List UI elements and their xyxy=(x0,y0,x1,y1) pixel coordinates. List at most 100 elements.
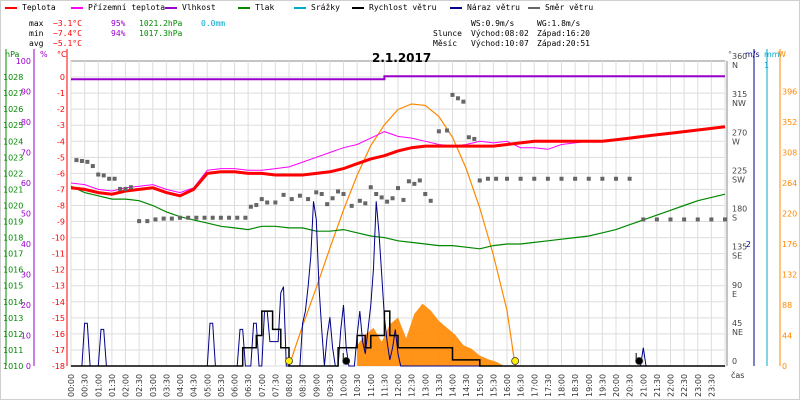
direction-tick-label: 45 xyxy=(732,319,742,328)
legend-swatch xyxy=(165,6,177,9)
stats-min-label: min xyxy=(29,29,44,38)
sun-label: Slunce xyxy=(433,29,462,38)
x-tick-label: 12:00 xyxy=(394,374,403,397)
solar-tick-label: 0 xyxy=(782,362,787,371)
x-tick-label: 18:30 xyxy=(571,374,580,397)
stats-min-row: min −7.4°C 94% 1017.3hPa xyxy=(29,29,289,39)
direction-point xyxy=(450,92,455,97)
pressure-unit: hPa xyxy=(5,50,20,59)
direction-point xyxy=(573,176,578,181)
stats-block: max −3.1°C 95% 1021.2hPa 0.0mm min −7.4°… xyxy=(29,19,289,49)
direction-point xyxy=(218,215,223,220)
direction-point xyxy=(145,219,150,224)
x-tick-label: 02:00 xyxy=(122,374,131,397)
direction-point xyxy=(614,176,618,181)
x-tick-label: 05:30 xyxy=(217,374,226,397)
pressure-tick-label: 1016 xyxy=(3,266,23,275)
temp-tick-label: -3 xyxy=(57,121,65,130)
legend-swatch xyxy=(5,6,17,9)
legend-label: Tlak xyxy=(255,3,275,12)
x-tick-label: 09:30 xyxy=(326,374,335,397)
temp-line xyxy=(70,125,726,198)
direction-point xyxy=(545,176,550,181)
temp-tick-label: -18 xyxy=(52,362,65,371)
direction-point xyxy=(325,202,330,207)
direction-point xyxy=(289,197,294,202)
x-tick-label: 15:00 xyxy=(476,374,485,397)
direction-point xyxy=(494,176,499,181)
moonrise-value: Východ:10:07 xyxy=(471,39,529,48)
direction-point xyxy=(627,176,632,181)
x-tick-label: 03:30 xyxy=(162,374,171,397)
legend-swatch xyxy=(528,6,540,9)
solar-tick-label: 264 xyxy=(782,179,797,188)
solar-tick-label: 88 xyxy=(782,301,792,310)
legend-label: Náraz větru xyxy=(467,3,520,12)
legend-item: Tlak xyxy=(238,3,274,12)
direction-point xyxy=(349,203,354,208)
x-tick-label: 17:00 xyxy=(530,374,539,397)
direction-point xyxy=(341,192,346,197)
humidity-line xyxy=(71,75,725,81)
x-tick-label: 10:30 xyxy=(353,374,362,397)
pressure-tick-label: 1010 xyxy=(3,362,23,371)
x-tick-label: 14:00 xyxy=(449,374,458,397)
x-tick-label: 08:30 xyxy=(299,374,308,397)
direction-point xyxy=(401,197,406,202)
legend-swatch xyxy=(238,6,250,9)
pressure-tick-label: 1022 xyxy=(3,169,23,178)
direction-point xyxy=(210,215,215,220)
direction-point xyxy=(90,164,95,169)
direction-point xyxy=(330,196,335,201)
temp-tick-label: -4 xyxy=(57,137,65,146)
solar-tick-label: 352 xyxy=(782,118,797,127)
wind-tick-label: 2 xyxy=(746,240,751,249)
direction-tick-label: 0 xyxy=(732,357,737,366)
temp-tick-label: -15 xyxy=(52,314,65,323)
temp-tick-label: -6 xyxy=(57,169,65,178)
direction-point xyxy=(79,158,84,163)
x-tick-label: 10:00 xyxy=(340,374,349,397)
x-tick-label: 18:00 xyxy=(558,374,567,397)
temp-tick-label: -8 xyxy=(57,201,65,210)
x-tick-label: 13:30 xyxy=(435,374,444,397)
direction-point xyxy=(254,203,259,208)
x-tick-label: 04:30 xyxy=(190,374,199,397)
legend-swatch xyxy=(294,6,306,9)
x-tick-label: 21:00 xyxy=(639,374,648,397)
direction-tick-label: 360 xyxy=(732,52,747,61)
x-tick-label: 14:30 xyxy=(462,374,471,397)
direction-point xyxy=(118,186,123,191)
legend-label: Směr větru xyxy=(545,3,594,12)
x-tick-label: 22:00 xyxy=(667,374,676,397)
legend-item: Náraz větru xyxy=(450,3,520,12)
direction-point xyxy=(518,176,523,181)
pressure-tick-label: 1028 xyxy=(3,73,23,82)
sunset-marker xyxy=(511,357,520,365)
pressure-tick-label: 1025 xyxy=(3,121,23,130)
rain-tick-label: 1 xyxy=(764,61,769,70)
temp-tick-label: -7 xyxy=(57,185,65,194)
temp-tick-label: -16 xyxy=(52,330,65,339)
x-tick-label: 16:30 xyxy=(517,374,526,397)
legend-item: Přízemní teplota xyxy=(71,3,165,12)
solar-area xyxy=(357,303,505,366)
direction-point xyxy=(428,198,433,203)
humidity-tick-label: 40 xyxy=(21,240,31,249)
stats-max-row: max −3.1°C 95% 1021.2hPa 0.0mm xyxy=(29,19,289,29)
legend-item: Směr větru xyxy=(528,3,593,12)
stats-max-press: 1021.2hPa xyxy=(139,19,183,28)
direction-compass-label: E xyxy=(732,290,737,299)
direction-point xyxy=(112,176,117,181)
stats-avg-temp: −5.1°C xyxy=(53,39,82,48)
wg-value: WG:1.8m/s xyxy=(537,19,581,28)
direction-point xyxy=(641,217,646,222)
direction-point xyxy=(485,176,490,181)
humidity-tick-label: 80 xyxy=(21,118,31,127)
direction-point xyxy=(723,217,727,222)
direction-compass-label: SE xyxy=(732,252,742,261)
humidity-tick-label: 90 xyxy=(21,88,31,97)
legend-item: Teplota xyxy=(5,3,56,12)
direction-point xyxy=(532,176,537,181)
legend-item: Vlhkost xyxy=(165,3,216,12)
